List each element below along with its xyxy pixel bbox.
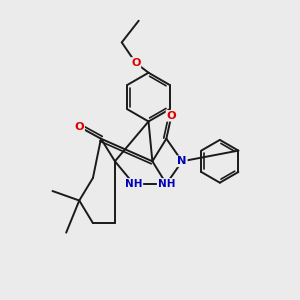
Text: O: O [74,122,84,132]
Text: O: O [131,58,140,68]
Text: NH: NH [158,179,175,189]
Text: N: N [177,156,187,166]
Text: NH: NH [125,179,142,189]
Text: O: O [167,111,176,121]
